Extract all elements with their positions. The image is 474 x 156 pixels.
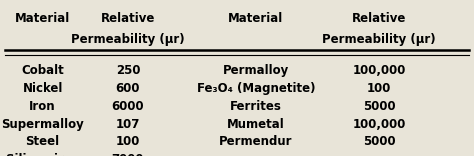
Text: Material: Material (228, 12, 283, 25)
Text: Silicon iron: Silicon iron (6, 153, 80, 156)
Text: Fe₃O₄ (Magnetite): Fe₃O₄ (Magnetite) (197, 82, 315, 95)
Text: 6000: 6000 (112, 100, 144, 113)
Text: 5000: 5000 (363, 100, 395, 113)
Text: 107: 107 (116, 117, 140, 131)
Text: 600: 600 (116, 82, 140, 95)
Text: 100: 100 (367, 82, 392, 95)
Text: 100,000: 100,000 (353, 64, 406, 77)
Text: Material: Material (15, 12, 70, 25)
Text: 5000: 5000 (363, 135, 395, 149)
Text: Permeability (μr): Permeability (μr) (71, 32, 185, 46)
Text: -: - (254, 153, 258, 156)
Text: Relative: Relative (101, 12, 155, 25)
Text: Nickel: Nickel (22, 82, 63, 95)
Text: 7000: 7000 (112, 153, 144, 156)
Text: Mumetal: Mumetal (227, 117, 285, 131)
Text: Steel: Steel (26, 135, 60, 149)
Text: Iron: Iron (29, 100, 56, 113)
Text: Permalloy: Permalloy (223, 64, 289, 77)
Text: 100: 100 (116, 135, 140, 149)
Text: 100,000: 100,000 (353, 117, 406, 131)
Text: Relative: Relative (352, 12, 406, 25)
Text: Permendur: Permendur (219, 135, 293, 149)
Text: -: - (377, 153, 382, 156)
Text: Permeability (μr): Permeability (μr) (322, 32, 436, 46)
Text: Ferrites: Ferrites (230, 100, 282, 113)
Text: Cobalt: Cobalt (21, 64, 64, 77)
Text: Supermalloy: Supermalloy (1, 117, 84, 131)
Text: 250: 250 (116, 64, 140, 77)
